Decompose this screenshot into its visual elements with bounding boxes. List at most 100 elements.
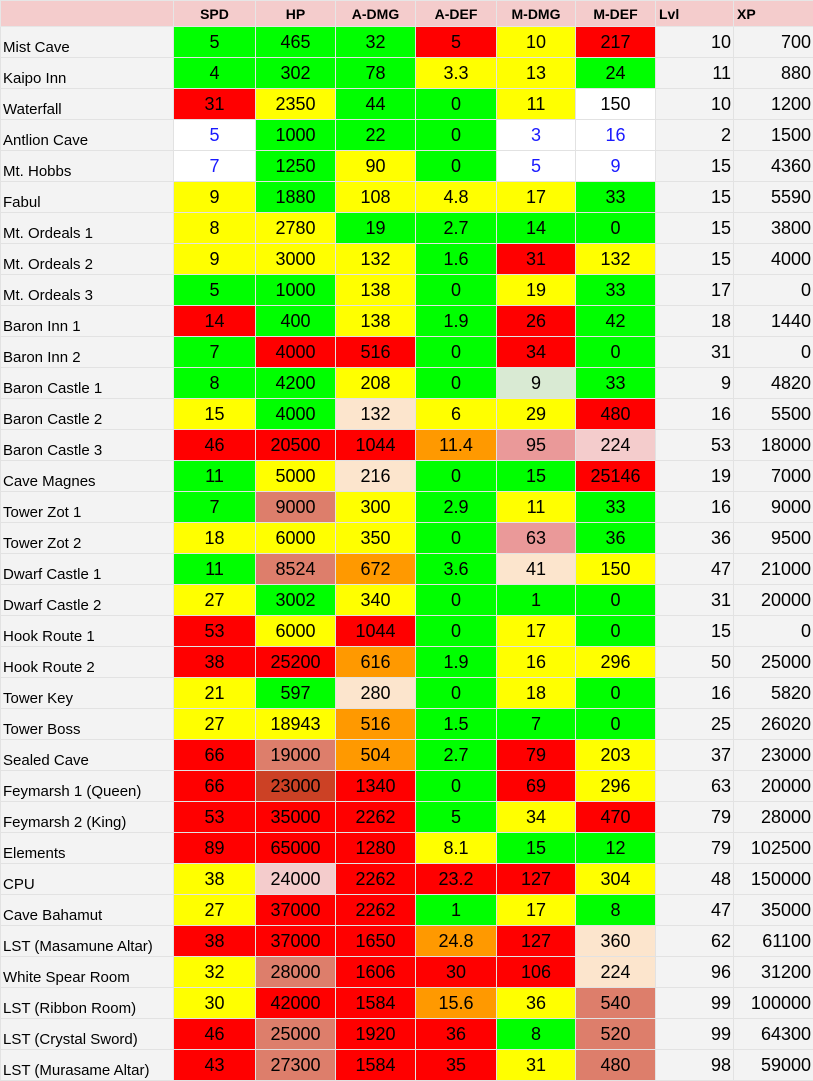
spd-cell[interactable]: 38	[174, 864, 256, 895]
spd-cell[interactable]: 27	[174, 895, 256, 926]
hp-cell[interactable]: 465	[256, 27, 336, 58]
spd-cell[interactable]: 8	[174, 368, 256, 399]
lvl-cell[interactable]: 10	[656, 27, 734, 58]
m-dmg-cell[interactable]: 11	[497, 89, 576, 120]
xp-cell[interactable]: 5500	[734, 399, 813, 430]
spd-cell[interactable]: 8	[174, 213, 256, 244]
m-def-cell[interactable]: 296	[576, 647, 656, 678]
m-dmg-cell[interactable]: 95	[497, 430, 576, 461]
m-dmg-cell[interactable]: 36	[497, 988, 576, 1019]
hp-cell[interactable]: 1250	[256, 151, 336, 182]
a-dmg-cell[interactable]: 2262	[336, 864, 416, 895]
xp-cell[interactable]: 1500	[734, 120, 813, 151]
header-a-dmg[interactable]: A-DMG	[336, 1, 416, 27]
location-cell[interactable]: Cave Bahamut	[1, 895, 174, 926]
a-dmg-cell[interactable]: 1280	[336, 833, 416, 864]
spd-cell[interactable]: 9	[174, 182, 256, 213]
xp-cell[interactable]: 5820	[734, 678, 813, 709]
a-def-cell[interactable]: 0	[416, 151, 497, 182]
location-cell[interactable]: Hook Route 1	[1, 616, 174, 647]
lvl-cell[interactable]: 25	[656, 709, 734, 740]
spd-cell[interactable]: 46	[174, 430, 256, 461]
m-def-cell[interactable]: 480	[576, 1050, 656, 1081]
m-def-cell[interactable]: 203	[576, 740, 656, 771]
header-hp[interactable]: HP	[256, 1, 336, 27]
location-cell[interactable]: LST (Crystal Sword)	[1, 1019, 174, 1050]
hp-cell[interactable]: 25200	[256, 647, 336, 678]
location-cell[interactable]: Baron Inn 2	[1, 337, 174, 368]
header-m-def[interactable]: M-DEF	[576, 1, 656, 27]
m-def-cell[interactable]: 33	[576, 275, 656, 306]
m-def-cell[interactable]: 132	[576, 244, 656, 275]
lvl-cell[interactable]: 99	[656, 988, 734, 1019]
lvl-cell[interactable]: 16	[656, 399, 734, 430]
a-def-cell[interactable]: 35	[416, 1050, 497, 1081]
hp-cell[interactable]: 2350	[256, 89, 336, 120]
location-cell[interactable]: Fabul	[1, 182, 174, 213]
m-dmg-cell[interactable]: 127	[497, 926, 576, 957]
lvl-cell[interactable]: 16	[656, 678, 734, 709]
spd-cell[interactable]: 18	[174, 523, 256, 554]
lvl-cell[interactable]: 63	[656, 771, 734, 802]
m-dmg-cell[interactable]: 31	[497, 244, 576, 275]
m-def-cell[interactable]: 296	[576, 771, 656, 802]
a-dmg-cell[interactable]: 280	[336, 678, 416, 709]
m-def-cell[interactable]: 25146	[576, 461, 656, 492]
a-dmg-cell[interactable]: 1044	[336, 430, 416, 461]
m-dmg-cell[interactable]: 79	[497, 740, 576, 771]
hp-cell[interactable]: 302	[256, 58, 336, 89]
a-dmg-cell[interactable]: 1920	[336, 1019, 416, 1050]
xp-cell[interactable]: 1440	[734, 306, 813, 337]
location-cell[interactable]: Mist Cave	[1, 27, 174, 58]
m-def-cell[interactable]: 520	[576, 1019, 656, 1050]
header-m-dmg[interactable]: M-DMG	[497, 1, 576, 27]
a-def-cell[interactable]: 0	[416, 771, 497, 802]
m-dmg-cell[interactable]: 5	[497, 151, 576, 182]
lvl-cell[interactable]: 15	[656, 151, 734, 182]
xp-cell[interactable]: 4360	[734, 151, 813, 182]
location-cell[interactable]: Tower Zot 1	[1, 492, 174, 523]
m-dmg-cell[interactable]: 14	[497, 213, 576, 244]
m-def-cell[interactable]: 0	[576, 616, 656, 647]
xp-cell[interactable]: 7000	[734, 461, 813, 492]
location-cell[interactable]: Mt. Ordeals 2	[1, 244, 174, 275]
spd-cell[interactable]: 9	[174, 244, 256, 275]
a-dmg-cell[interactable]: 90	[336, 151, 416, 182]
lvl-cell[interactable]: 2	[656, 120, 734, 151]
a-def-cell[interactable]: 6	[416, 399, 497, 430]
xp-cell[interactable]: 64300	[734, 1019, 813, 1050]
lvl-cell[interactable]: 53	[656, 430, 734, 461]
xp-cell[interactable]: 26020	[734, 709, 813, 740]
a-dmg-cell[interactable]: 208	[336, 368, 416, 399]
a-def-cell[interactable]: 0	[416, 678, 497, 709]
xp-cell[interactable]: 4820	[734, 368, 813, 399]
m-def-cell[interactable]: 304	[576, 864, 656, 895]
hp-cell[interactable]: 20500	[256, 430, 336, 461]
a-dmg-cell[interactable]: 300	[336, 492, 416, 523]
m-dmg-cell[interactable]: 19	[497, 275, 576, 306]
location-cell[interactable]: Cave Magnes	[1, 461, 174, 492]
spd-cell[interactable]: 14	[174, 306, 256, 337]
location-cell[interactable]: Sealed Cave	[1, 740, 174, 771]
location-cell[interactable]: Feymarsh 2 (King)	[1, 802, 174, 833]
location-cell[interactable]: Dwarf Castle 2	[1, 585, 174, 616]
hp-cell[interactable]: 1000	[256, 120, 336, 151]
hp-cell[interactable]: 23000	[256, 771, 336, 802]
lvl-cell[interactable]: 98	[656, 1050, 734, 1081]
a-dmg-cell[interactable]: 216	[336, 461, 416, 492]
a-dmg-cell[interactable]: 108	[336, 182, 416, 213]
m-dmg-cell[interactable]: 26	[497, 306, 576, 337]
m-dmg-cell[interactable]: 17	[497, 616, 576, 647]
m-dmg-cell[interactable]: 31	[497, 1050, 576, 1081]
a-dmg-cell[interactable]: 516	[336, 709, 416, 740]
header-spd[interactable]: SPD	[174, 1, 256, 27]
m-def-cell[interactable]: 33	[576, 182, 656, 213]
a-def-cell[interactable]: 3.6	[416, 554, 497, 585]
location-cell[interactable]: LST (Murasame Altar)	[1, 1050, 174, 1081]
hp-cell[interactable]: 35000	[256, 802, 336, 833]
location-cell[interactable]: Elements	[1, 833, 174, 864]
header-lvl[interactable]: Lvl	[656, 1, 734, 27]
a-def-cell[interactable]: 2.9	[416, 492, 497, 523]
m-dmg-cell[interactable]: 11	[497, 492, 576, 523]
m-dmg-cell[interactable]: 15	[497, 833, 576, 864]
